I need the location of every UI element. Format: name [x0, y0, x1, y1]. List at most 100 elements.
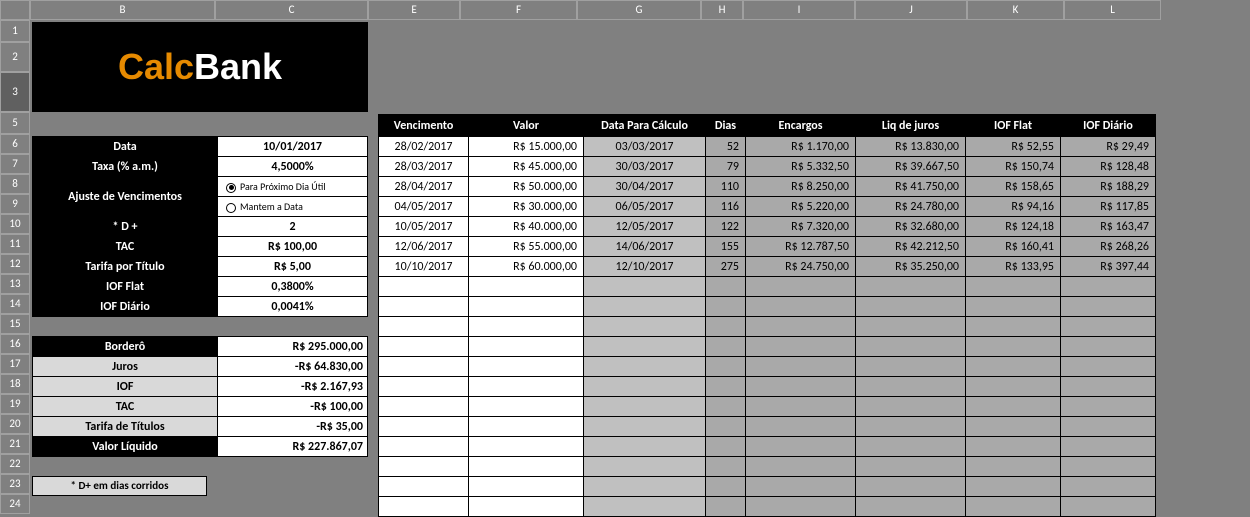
cell[interactable]: R$ 397,44 — [1061, 257, 1156, 277]
cell-empty[interactable] — [469, 397, 584, 417]
cell-empty[interactable] — [1061, 437, 1156, 457]
cell[interactable]: R$ 8.250,00 — [746, 177, 856, 197]
row-header-3[interactable]: 3 — [0, 72, 30, 112]
cell[interactable]: 14/06/2017 — [584, 237, 706, 257]
col-header-J[interactable]: J — [855, 0, 967, 20]
cell-empty[interactable] — [379, 497, 469, 517]
cell[interactable]: R$ 15.000,00 — [469, 137, 584, 157]
cell-empty[interactable] — [746, 377, 856, 397]
cell-empty[interactable] — [966, 497, 1061, 517]
cell-empty[interactable] — [1061, 457, 1156, 477]
cell-empty[interactable] — [746, 457, 856, 477]
cell[interactable]: R$ 45.000,00 — [469, 157, 584, 177]
row-header-10[interactable]: 10 — [0, 214, 30, 234]
cell-empty[interactable] — [856, 497, 966, 517]
cell-empty[interactable] — [706, 397, 746, 417]
cell-empty[interactable] — [379, 437, 469, 457]
row-header-22[interactable]: 22 — [0, 454, 30, 474]
cell-empty[interactable] — [706, 277, 746, 297]
cell-empty[interactable] — [1061, 477, 1156, 497]
th-vencimento[interactable]: Vencimento — [379, 115, 469, 137]
cell[interactable]: 12/10/2017 — [584, 257, 706, 277]
cell-empty[interactable] — [469, 457, 584, 477]
row-header-13[interactable]: 13 — [0, 274, 30, 294]
row-header-1[interactable]: 1 — [0, 20, 30, 42]
th-valor[interactable]: Valor — [469, 115, 584, 137]
summary-value[interactable]: -R$ 64.830,00 — [218, 357, 368, 377]
cell-empty[interactable] — [966, 397, 1061, 417]
row-header-5[interactable]: 5 — [0, 112, 30, 134]
row-header-18[interactable]: 18 — [0, 374, 30, 394]
cell-empty[interactable] — [469, 377, 584, 397]
summary-value[interactable]: R$ 227.867,07 — [218, 437, 368, 457]
cell-empty[interactable] — [584, 277, 706, 297]
cell-empty[interactable] — [746, 397, 856, 417]
cell-empty[interactable] — [379, 377, 469, 397]
row-header-21[interactable]: 21 — [0, 434, 30, 454]
cell-empty[interactable] — [584, 437, 706, 457]
cell[interactable]: R$ 42.212,50 — [856, 237, 966, 257]
cell[interactable]: R$ 52,55 — [966, 137, 1061, 157]
grid-area[interactable]: CalcBank Data 10/01/2017 Taxa (% a.m.) 4… — [30, 20, 1250, 515]
col-header-G[interactable]: G — [577, 0, 701, 20]
cell[interactable]: R$ 35.250,00 — [856, 257, 966, 277]
cell[interactable]: R$ 41.750,00 — [856, 177, 966, 197]
cell-empty[interactable] — [379, 477, 469, 497]
th-liq-juros[interactable]: Liq de juros — [856, 115, 966, 137]
cell-empty[interactable] — [469, 317, 584, 337]
cell[interactable]: R$ 133,95 — [966, 257, 1061, 277]
cell[interactable]: R$ 150,74 — [966, 157, 1061, 177]
cell-empty[interactable] — [746, 437, 856, 457]
cell[interactable]: 12/05/2017 — [584, 217, 706, 237]
cell-empty[interactable] — [379, 277, 469, 297]
cell[interactable]: R$ 24.750,00 — [746, 257, 856, 277]
cell[interactable]: R$ 32.680,00 — [856, 217, 966, 237]
cell[interactable]: 110 — [706, 177, 746, 197]
col-header-C[interactable]: C — [215, 0, 368, 20]
cell-empty[interactable] — [856, 477, 966, 497]
cell[interactable]: R$ 188,29 — [1061, 177, 1156, 197]
cell-empty[interactable] — [706, 357, 746, 377]
cell[interactable]: 275 — [706, 257, 746, 277]
cell[interactable]: R$ 5.332,50 — [746, 157, 856, 177]
row-header-11[interactable]: 11 — [0, 234, 30, 254]
cell-empty[interactable] — [469, 497, 584, 517]
cell[interactable]: R$ 50.000,00 — [469, 177, 584, 197]
cell[interactable]: R$ 13.830,00 — [856, 137, 966, 157]
cell[interactable]: R$ 117,85 — [1061, 197, 1156, 217]
cell-empty[interactable] — [856, 277, 966, 297]
cell-empty[interactable] — [469, 297, 584, 317]
col-header-K[interactable]: K — [967, 0, 1064, 20]
col-header-L[interactable]: L — [1064, 0, 1161, 20]
row-header-23[interactable]: 23 — [0, 474, 30, 494]
row-header-20[interactable]: 20 — [0, 414, 30, 434]
cell-empty[interactable] — [706, 317, 746, 337]
cell[interactable]: 79 — [706, 157, 746, 177]
cell-empty[interactable] — [584, 377, 706, 397]
cell[interactable]: R$ 40.000,00 — [469, 217, 584, 237]
cell-empty[interactable] — [706, 297, 746, 317]
cell-empty[interactable] — [966, 297, 1061, 317]
cell-empty[interactable] — [746, 477, 856, 497]
cell[interactable]: 04/05/2017 — [379, 197, 469, 217]
col-header-I[interactable]: I — [743, 0, 855, 20]
summary-value[interactable]: R$ 295.000,00 — [218, 337, 368, 357]
cell-empty[interactable] — [706, 377, 746, 397]
row-header-15[interactable]: 15 — [0, 314, 30, 334]
cell-empty[interactable] — [1061, 277, 1156, 297]
cell[interactable]: R$ 128,48 — [1061, 157, 1156, 177]
cell-empty[interactable] — [1061, 497, 1156, 517]
cell-empty[interactable] — [584, 357, 706, 377]
cell[interactable]: R$ 30.000,00 — [469, 197, 584, 217]
cell-empty[interactable] — [584, 497, 706, 517]
param-value[interactable]: 2 — [218, 217, 368, 237]
cell-empty[interactable] — [1061, 357, 1156, 377]
cell-empty[interactable] — [966, 477, 1061, 497]
param-value[interactable]: 0,0041% — [218, 297, 368, 317]
th-data-calc[interactable]: Data Para Cálculo — [584, 115, 706, 137]
cell[interactable]: R$ 163,47 — [1061, 217, 1156, 237]
param-value[interactable]: R$ 5,00 — [218, 257, 368, 277]
cell-empty[interactable] — [469, 417, 584, 437]
row-header-9[interactable]: 9 — [0, 194, 30, 214]
cell[interactable]: R$ 158,65 — [966, 177, 1061, 197]
